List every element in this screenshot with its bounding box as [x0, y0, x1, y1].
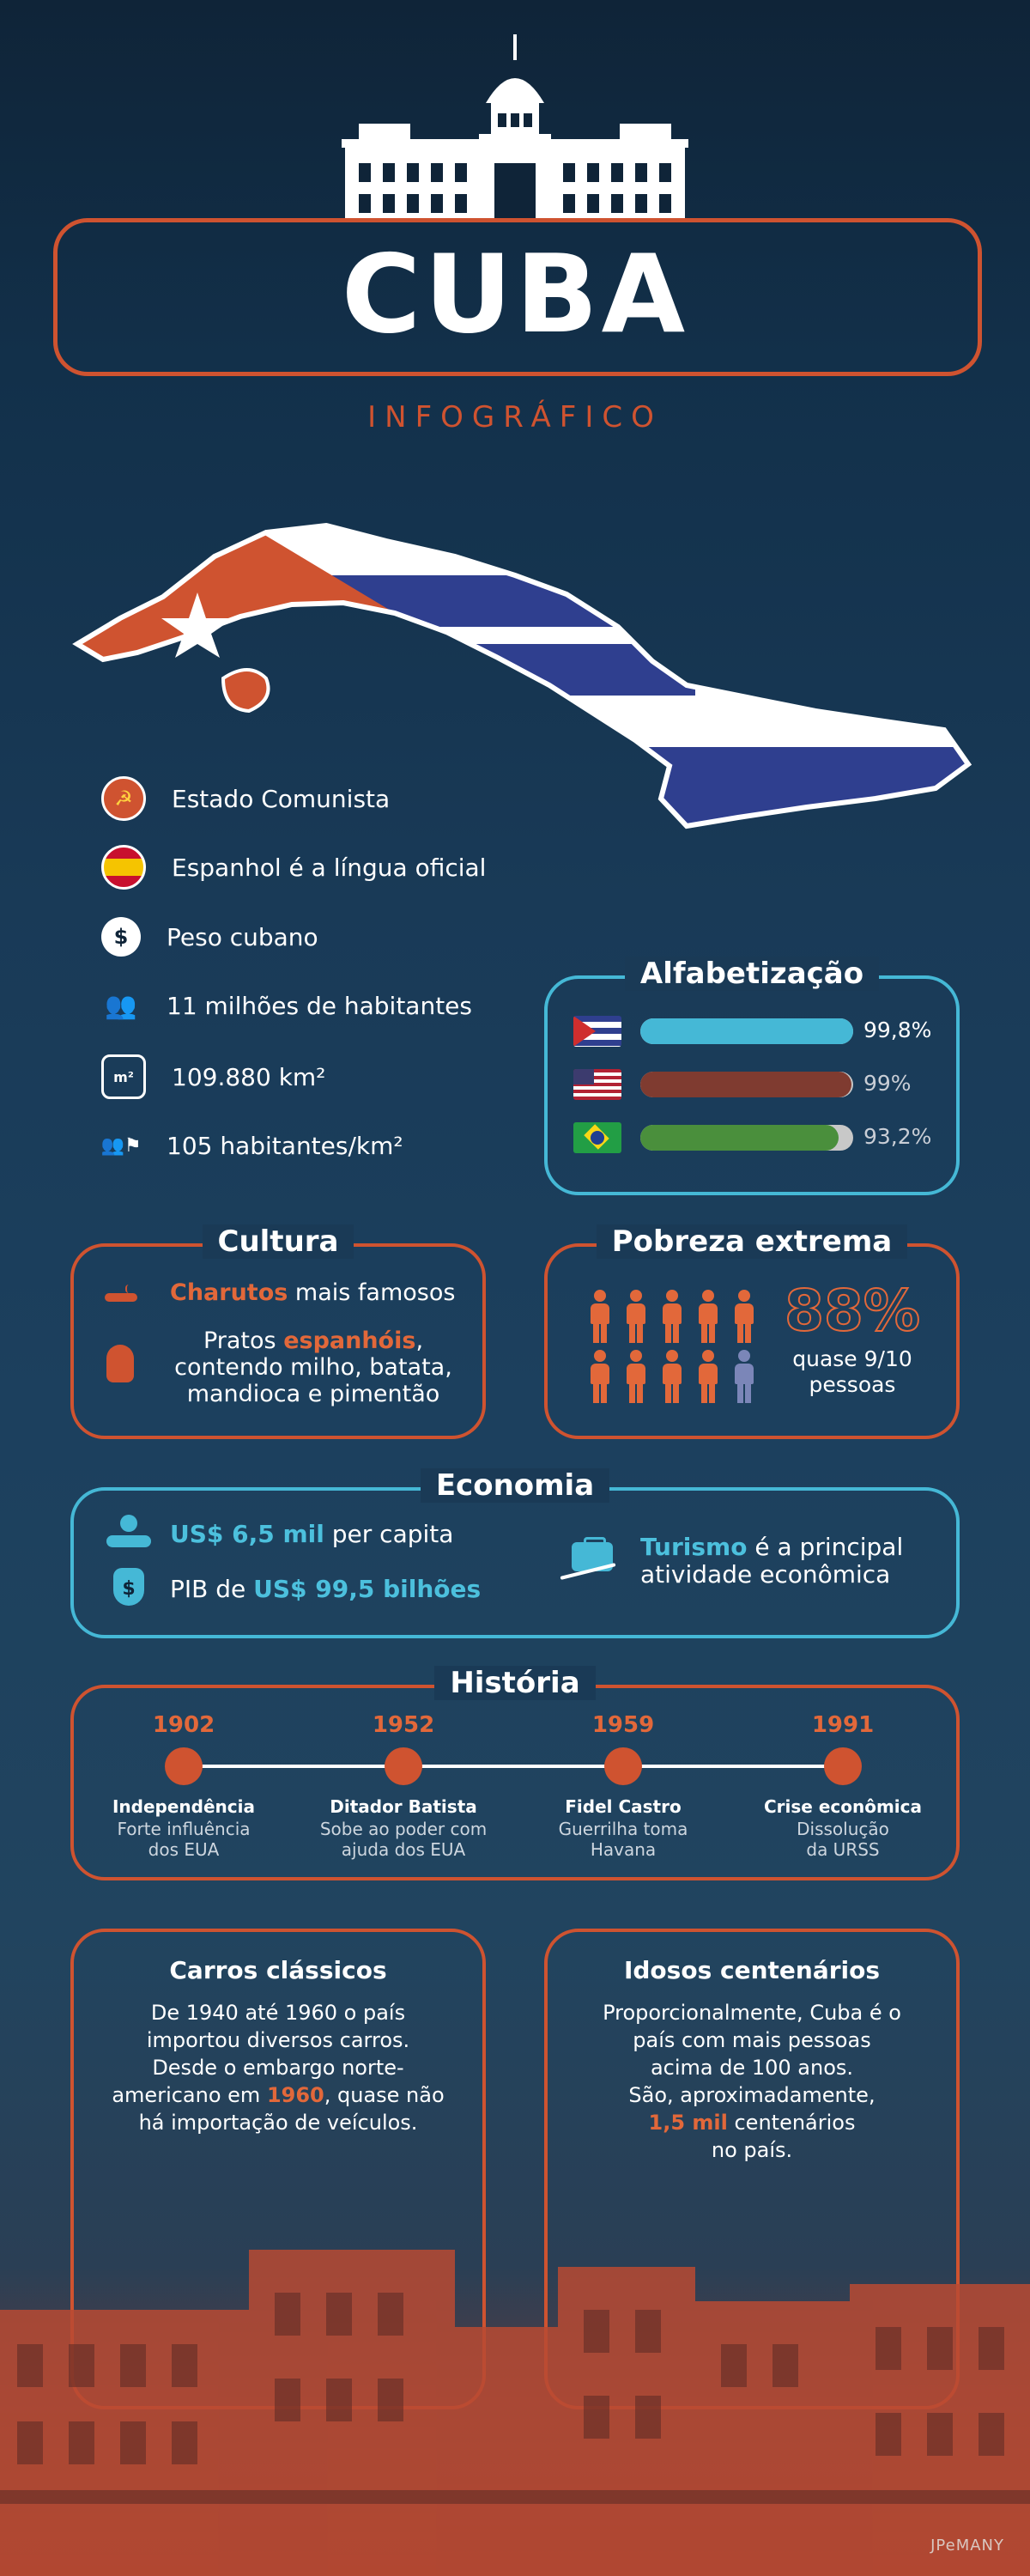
person-icon: [659, 1290, 685, 1343]
poverty-caption-2: pessoas: [809, 1372, 896, 1397]
literacy-percent-label: 93,2%: [863, 1124, 932, 1149]
timeline-dot: [165, 1747, 203, 1785]
page-subtitle: INFOGRÁFICO: [367, 400, 663, 434]
person-icon: [695, 1290, 721, 1343]
poverty-caption-1: quase 9/10: [792, 1346, 912, 1371]
elderly-title: Idosos centenários: [623, 1956, 881, 1984]
fact-population: 👥 11 milhões de habitantes: [101, 981, 472, 1030]
person-icon: [623, 1290, 649, 1343]
fact-currency: $ Peso cubano: [101, 913, 318, 961]
culture-dishes-text: Pratos espanhóis, contendo milho, batata…: [174, 1327, 452, 1407]
timeline-event-desc: Guerrilha toma: [558, 1819, 688, 1839]
literacy-bar: [640, 1125, 839, 1151]
person-icon: [695, 1350, 721, 1403]
literacy-bar: [640, 1072, 851, 1097]
timeline-event-title: Independência: [112, 1796, 255, 1817]
economy-per-capita-text: per capita: [324, 1520, 454, 1548]
literacy-percent-label: 99,8%: [863, 1018, 932, 1042]
cuba-map: [72, 522, 972, 829]
timeline-year: 1902: [152, 1712, 215, 1738]
timeline-event-desc: da URSS: [806, 1839, 880, 1860]
culture-box: Cultura: [70, 1224, 486, 1439]
timeline-dot: [385, 1747, 422, 1785]
economy-box: Economia: [70, 1468, 960, 1638]
literacy-bar: [640, 1018, 853, 1044]
economy-gdp-text: PIB de: [170, 1575, 254, 1603]
fact-language: Espanhol é a língua oficial: [101, 843, 486, 891]
cars-title: Carros clássicos: [169, 1956, 387, 1984]
person-icon: [623, 1350, 649, 1403]
dollar-coin-icon: $: [101, 917, 141, 957]
timeline-event-desc: Dissolução: [797, 1819, 889, 1839]
timeline-year: 1959: [591, 1712, 655, 1738]
brazil-flag-icon: [573, 1122, 621, 1153]
suitcase-plane-icon: [560, 1537, 621, 1585]
timeline-event-desc: Havana: [590, 1839, 657, 1860]
person-icon: [587, 1350, 613, 1403]
person-icon: [659, 1350, 685, 1403]
poverty-percent: 88%: [784, 1277, 921, 1345]
flag-star-icon: [161, 592, 233, 658]
person-icon: [731, 1290, 757, 1343]
fact-area: m² 109.880 km²: [101, 1053, 325, 1101]
person-icon: [731, 1350, 757, 1403]
money-bag-icon: $: [113, 1568, 144, 1606]
timeline-event-title: Ditador Batista: [330, 1796, 477, 1817]
spain-flag-icon: [101, 845, 146, 890]
economy-per-capita-value: US$ 6,5 mil: [170, 1520, 324, 1548]
timeline-event-desc: Sobe ao poder com: [319, 1819, 488, 1839]
hand-coin-icon: [106, 1515, 151, 1551]
timeline-dot: [824, 1747, 862, 1785]
timeline-event-desc: Forte influência: [117, 1819, 251, 1839]
literacy-percent-label: 99%: [863, 1071, 912, 1096]
literacy-title: Alfabetização: [624, 957, 880, 991]
history-box: História: [70, 1666, 960, 1880]
economy-tourism-line2: atividade econômica: [640, 1560, 891, 1589]
capitol-building-icon: [342, 34, 688, 218]
timeline-year: 1952: [372, 1712, 435, 1738]
fact-government: ☭ Estado Comunista: [101, 775, 390, 823]
cars-text: De 1940 até 1960 o país importou diverso…: [112, 2001, 445, 2135]
title-frame: [53, 218, 982, 376]
poverty-title: Pobreza extrema: [596, 1224, 908, 1259]
culture-cigars-highlight: Charutos: [170, 1279, 288, 1306]
havana-buildings-illustration: [0, 2250, 1030, 2576]
history-title: História: [434, 1666, 596, 1700]
area-icon: m²: [101, 1054, 146, 1099]
author-credit: JPeMANY: [930, 2537, 1004, 2555]
economy-tourism-highlight: Turismo: [640, 1533, 748, 1561]
timeline-event-desc: ajuda dos EUA: [341, 1839, 466, 1860]
cuba-flag-icon: [573, 1016, 621, 1047]
literacy-box: Alfabetização: [544, 957, 960, 1195]
culture-title: Cultura: [202, 1224, 354, 1259]
economy-tourism-text: é a principal: [747, 1533, 904, 1561]
timeline-event-desc: dos EUA: [148, 1839, 220, 1860]
cigar-icon: [103, 1285, 141, 1305]
economy-gdp-value: US$ 99,5 bilhões: [253, 1575, 482, 1603]
page-title: CUBA: [341, 231, 689, 357]
timeline-event-title: Crise econômica: [763, 1796, 922, 1817]
timeline-dot: [604, 1747, 642, 1785]
culture-cigars-text: mais famosos: [288, 1279, 456, 1306]
hammer-sickle-icon: ☭: [101, 776, 146, 821]
person-icon: [587, 1290, 613, 1343]
people-icon: 👥: [105, 990, 137, 1021]
corn-icon: [106, 1345, 134, 1382]
economy-title: Economia: [420, 1468, 610, 1503]
density-icon: 👥⚑: [100, 1134, 142, 1157]
elderly-text: Proporcionalmente, Cuba é o país com mai…: [603, 2001, 901, 2162]
timeline-line: [184, 1765, 845, 1768]
usa-flag-icon: [573, 1069, 621, 1100]
timeline-year: 1991: [811, 1712, 875, 1738]
fact-density: 👥⚑ 105 habitantes/km²: [93, 1121, 403, 1170]
timeline-event-title: Fidel Castro: [565, 1796, 682, 1817]
poverty-box: Pobreza extrema: [544, 1224, 960, 1439]
